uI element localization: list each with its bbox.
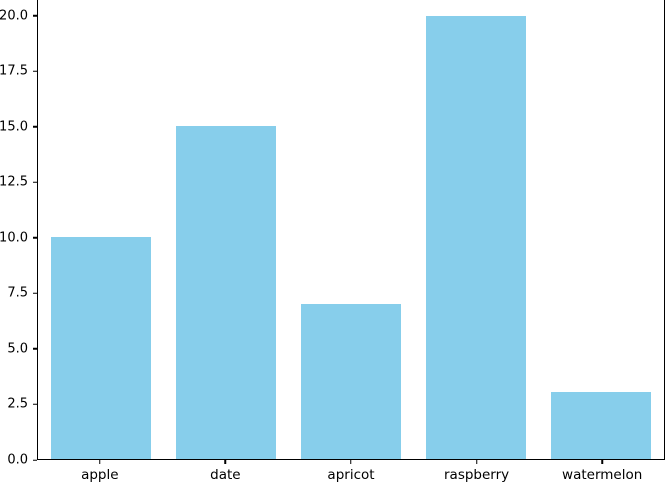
ytick-mark — [33, 181, 37, 183]
xtick-mark — [224, 460, 227, 464]
xtick-label-apricot: apricot — [327, 467, 375, 483]
xtick-slot-date: date — [163, 460, 289, 490]
xtick-mark — [350, 460, 352, 464]
bars-container — [38, 0, 664, 459]
bar-slot-apple — [38, 0, 163, 459]
xtick-label-raspberry: raspberry — [444, 467, 510, 483]
ytick-mark — [33, 125, 37, 128]
bar-apple — [50, 237, 151, 459]
xtick-mark — [601, 460, 603, 464]
ytick-label-0.0: 0.0 — [7, 452, 28, 468]
xtick-label-watermelon: watermelon — [562, 467, 643, 483]
bar-watermelon — [551, 392, 652, 459]
bar-raspberry — [426, 15, 527, 459]
bar-slot-apricot — [288, 0, 413, 459]
ytick-mark — [33, 292, 37, 295]
ytick-label-7.5: 7.5 — [7, 285, 28, 301]
xtick-label-date: date — [210, 467, 241, 483]
xtick-slot-raspberry: raspberry — [414, 460, 540, 490]
xtick-slot-watermelon: watermelon — [539, 460, 665, 490]
ytick-mark — [33, 348, 37, 350]
xtick-label-apple: apple — [81, 467, 119, 483]
bar-slot-raspberry — [414, 0, 539, 459]
xtick-slot-apple: apple — [37, 460, 163, 490]
xtick-slot-apricot: apricot — [288, 460, 414, 490]
ytick-mark — [33, 14, 37, 17]
ytick-mark — [33, 403, 37, 406]
plot-area — [37, 0, 665, 460]
xtick-mark — [99, 460, 101, 464]
y-axis: 0.0 2.5 5.0 7.5 10.0 12.5 15.0 17.5 20.0 — [0, 0, 37, 467]
ytick-mark — [33, 459, 37, 461]
bar-date — [175, 126, 276, 459]
xtick-mark — [475, 460, 478, 464]
ytick-label-10.0: 10.0 — [0, 230, 28, 246]
bar-slot-date — [163, 0, 288, 459]
ytick-mark — [33, 237, 37, 239]
ytick-label-15.0: 15.0 — [0, 119, 28, 135]
ytick-label-5.0: 5.0 — [7, 341, 28, 357]
bar-apricot — [300, 303, 402, 459]
x-axis: apple date apricot raspberry watermelon — [37, 460, 665, 490]
ytick-mark — [33, 70, 37, 72]
bar-slot-watermelon — [539, 0, 664, 459]
ytick-label-17.5: 17.5 — [0, 63, 28, 79]
ytick-label-20.0: 20.0 — [0, 8, 28, 24]
ytick-label-12.5: 12.5 — [0, 174, 28, 190]
ytick-label-2.5: 2.5 — [7, 396, 28, 412]
